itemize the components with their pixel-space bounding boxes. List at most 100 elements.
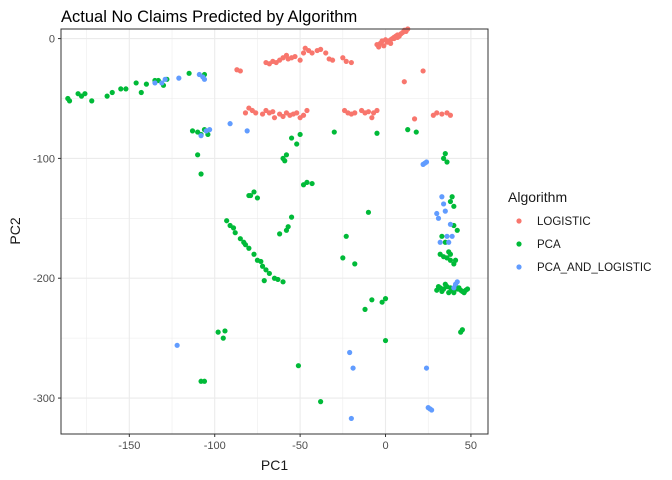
data-point: [300, 112, 307, 118]
legend-label: PCA_AND_LOGISTIC: [537, 262, 651, 274]
data-point: [201, 76, 208, 82]
data-point: [251, 251, 257, 257]
x-tick-label: 50: [465, 440, 477, 452]
data-point: [206, 127, 213, 133]
grid: [61, 29, 488, 434]
y-axis: 0 -100 -200 -300: [33, 34, 61, 405]
legend-label: LOGISTIC: [537, 216, 591, 228]
data-point: [318, 399, 324, 405]
data-point: [439, 194, 445, 200]
legend-label: PCA: [537, 239, 561, 251]
data-point: [242, 242, 249, 248]
data-point: [379, 299, 385, 305]
data-point: [440, 155, 447, 162]
data-point: [348, 59, 354, 66]
data-point: [446, 249, 452, 255]
data-point: [198, 133, 204, 139]
data-point: [318, 46, 324, 52]
data-point: [447, 221, 454, 227]
data-point: [340, 55, 346, 61]
y-tick-label: 0: [49, 34, 55, 46]
data-point: [352, 261, 358, 267]
data-point: [423, 365, 430, 371]
data-point: [123, 86, 129, 92]
data-point: [297, 131, 303, 138]
data-point: [423, 159, 430, 165]
data-point: [331, 129, 337, 135]
data-point: [294, 110, 300, 116]
data-point: [195, 152, 201, 158]
data-point: [89, 98, 95, 104]
data-point: [352, 110, 358, 116]
x-axis: -150 -100 -50 0 50: [118, 434, 477, 452]
data-point: [285, 224, 291, 230]
legend-key: [516, 264, 522, 270]
data-point: [277, 231, 283, 237]
data-point: [434, 210, 440, 217]
data-point: [447, 198, 454, 205]
data-point: [254, 195, 261, 201]
data-point: [230, 225, 237, 231]
data-point: [439, 233, 445, 239]
data-point: [374, 107, 380, 114]
data-point: [451, 290, 457, 296]
data-point: [347, 349, 353, 356]
data-point: [382, 296, 389, 302]
data-point: [365, 109, 372, 115]
data-point: [251, 189, 257, 195]
x-tick-label: 0: [382, 440, 388, 452]
data-point: [309, 180, 315, 187]
data-point: [109, 89, 115, 96]
data-point: [388, 40, 394, 46]
data-point: [292, 53, 298, 60]
y-axis-title: PC2: [7, 217, 23, 244]
data-point: [329, 57, 336, 63]
data-point: [446, 239, 452, 245]
data-point: [263, 267, 269, 273]
data-point: [382, 337, 389, 344]
data-point: [246, 245, 252, 251]
data-point: [439, 111, 445, 117]
data-point: [437, 239, 443, 245]
data-point: [271, 115, 278, 121]
data-point: [215, 329, 221, 335]
data-point: [454, 227, 460, 233]
data-point: [138, 89, 144, 96]
data-point: [152, 80, 158, 86]
data-point: [242, 110, 249, 116]
plot-panel-border: [60, 28, 489, 435]
x-axis-title: PC1: [261, 457, 288, 473]
chart-title: Actual No Claims Predicted by Algorithm: [61, 8, 357, 26]
data-point: [449, 233, 455, 239]
data-point: [447, 112, 454, 118]
data-point: [294, 141, 300, 147]
data-point: [261, 278, 267, 284]
x-tick-label: -100: [204, 440, 226, 452]
legend: Algorithm LOGISTIC PCA PCA_AND_LOGISTIC: [508, 189, 651, 274]
data-point: [237, 236, 243, 242]
data-point: [259, 111, 266, 117]
data-point: [227, 121, 233, 127]
data-point: [323, 50, 329, 56]
data-point: [232, 230, 238, 236]
data-point: [449, 194, 455, 200]
data-point: [459, 327, 465, 333]
data-point: [280, 113, 286, 120]
data-point: [186, 70, 192, 76]
data-point: [253, 110, 259, 116]
y-tick-label: -200: [33, 273, 55, 285]
data-point: [411, 116, 418, 122]
data-point: [435, 215, 442, 221]
data-point: [362, 306, 368, 312]
data-point: [104, 93, 110, 99]
data-point: [280, 279, 286, 285]
data-point: [220, 335, 226, 341]
data-point: [295, 363, 302, 369]
data-point: [365, 209, 372, 215]
data-point: [444, 233, 450, 239]
data-point: [369, 297, 375, 303]
data-point: [189, 128, 196, 134]
data-point: [394, 34, 401, 40]
data-point: [434, 110, 440, 116]
